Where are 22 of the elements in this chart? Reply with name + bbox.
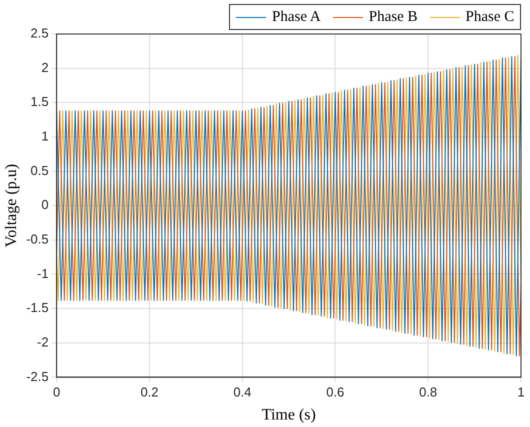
- y-tick-label: 2: [41, 60, 49, 75]
- y-tick-label: -1.5: [26, 300, 49, 316]
- y-tick-label: 0: [41, 197, 49, 212]
- y-tick-label: -2.5: [26, 368, 49, 384]
- legend-label: Phase B: [368, 8, 418, 26]
- y-tick-label: -1: [37, 266, 49, 281]
- y-tick-label: 0.5: [30, 162, 49, 178]
- x-tick-label: 0.8: [419, 384, 438, 400]
- y-tick-label: -0.5: [26, 232, 49, 246]
- y-tick-label: -2: [37, 334, 49, 350]
- x-tick-label: 0.4: [233, 384, 252, 400]
- legend-label: Phase A: [272, 8, 321, 26]
- x-tick-label: 0.6: [326, 384, 344, 400]
- y-tick-label: 1: [41, 128, 49, 144]
- x-axis-title: Time (s): [262, 406, 316, 424]
- y-tick-label: 1.5: [30, 94, 49, 110]
- x-tick-label: 0: [52, 384, 60, 400]
- x-tick-label: 1: [517, 384, 525, 400]
- legend-label: Phase C: [466, 8, 514, 26]
- y-tick-label: 2.5: [30, 26, 49, 41]
- y-axis-title: Voltage (p.u): [2, 164, 20, 248]
- x-tick-label: 0.2: [140, 384, 159, 400]
